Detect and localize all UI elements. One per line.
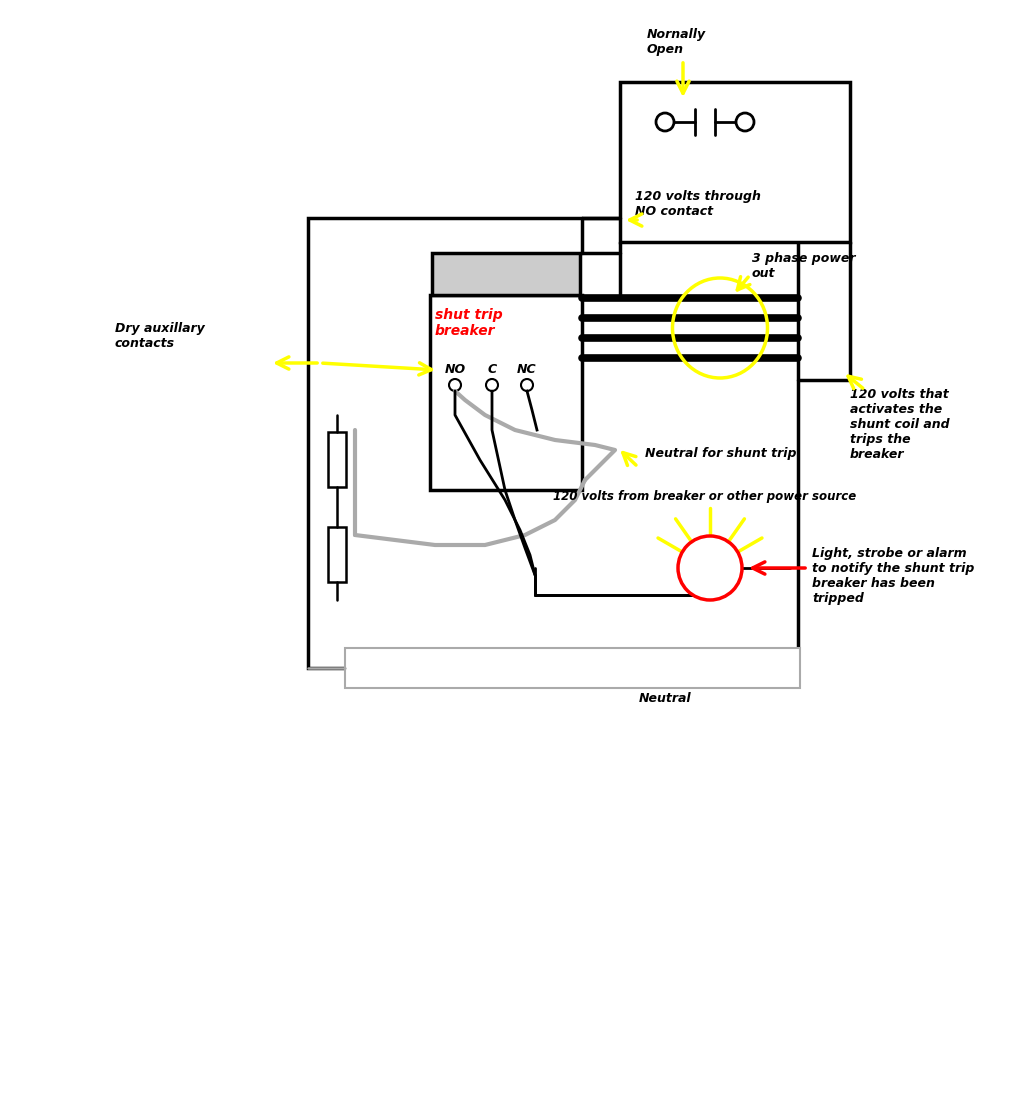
Text: Nornally
Open: Nornally Open bbox=[647, 28, 707, 56]
Text: Neutral: Neutral bbox=[639, 693, 691, 705]
Circle shape bbox=[449, 379, 461, 391]
Bar bbox=[328, 432, 346, 487]
Bar bbox=[345, 648, 800, 688]
Circle shape bbox=[521, 379, 534, 391]
Text: 120 volts from breaker or other power source: 120 volts from breaker or other power so… bbox=[553, 490, 856, 503]
Bar bbox=[432, 252, 580, 295]
Circle shape bbox=[656, 113, 674, 131]
Text: 3 phase power
out: 3 phase power out bbox=[752, 252, 855, 280]
Text: 120 volts through
NO contact: 120 volts through NO contact bbox=[635, 190, 761, 218]
Text: NC: NC bbox=[517, 363, 537, 376]
Bar bbox=[308, 218, 798, 668]
Text: C: C bbox=[487, 363, 497, 376]
Text: Neutral for shunt trip: Neutral for shunt trip bbox=[645, 447, 797, 460]
Circle shape bbox=[736, 113, 754, 131]
Bar bbox=[620, 82, 850, 242]
Bar bbox=[430, 295, 582, 490]
Circle shape bbox=[678, 536, 742, 600]
Text: NO: NO bbox=[444, 363, 466, 376]
Text: shut trip
breaker: shut trip breaker bbox=[435, 308, 503, 338]
Text: 120 volts that
activates the
shunt coil and
trips the
breaker: 120 volts that activates the shunt coil … bbox=[850, 388, 949, 461]
Circle shape bbox=[486, 379, 498, 391]
Text: Dry auxillary
contacts: Dry auxillary contacts bbox=[115, 322, 205, 350]
Bar bbox=[328, 527, 346, 582]
Text: Light, strobe or alarm
to notify the shunt trip
breaker has been
tripped: Light, strobe or alarm to notify the shu… bbox=[812, 547, 975, 605]
